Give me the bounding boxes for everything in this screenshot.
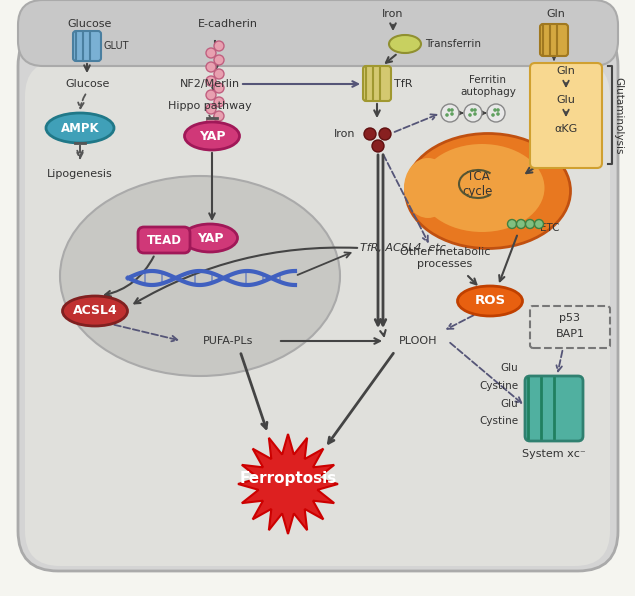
Text: E-cadherin: E-cadherin [198,19,258,29]
Circle shape [214,55,224,65]
Text: TfR: TfR [394,79,413,89]
Text: Iron: Iron [333,129,355,139]
FancyBboxPatch shape [363,66,391,101]
Circle shape [206,104,216,114]
Circle shape [516,219,526,228]
Circle shape [450,108,454,112]
Circle shape [493,108,497,112]
Ellipse shape [185,122,239,150]
Text: AMPK: AMPK [61,122,99,135]
Circle shape [473,112,477,116]
Text: YAP: YAP [197,231,224,244]
Text: Iron: Iron [382,9,404,19]
Circle shape [379,128,391,140]
Polygon shape [238,434,338,534]
Text: Glutaminolysis: Glutaminolysis [613,77,623,155]
Ellipse shape [420,144,544,232]
Circle shape [496,108,500,112]
FancyBboxPatch shape [530,63,602,168]
FancyBboxPatch shape [18,0,618,66]
Text: PLOOH: PLOOH [399,336,438,346]
Text: ETC: ETC [540,223,559,233]
Circle shape [206,118,216,128]
Text: Transferrin: Transferrin [425,39,481,49]
Circle shape [473,108,477,112]
Circle shape [491,113,495,117]
Text: Hippo pathway: Hippo pathway [168,101,252,111]
Circle shape [372,140,384,152]
Circle shape [441,104,459,122]
Circle shape [214,111,224,121]
Text: TfR, ACSL4, etc.: TfR, ACSL4, etc. [360,243,450,253]
Ellipse shape [404,158,452,218]
Text: p53: p53 [559,313,580,323]
Ellipse shape [389,35,421,53]
FancyBboxPatch shape [18,26,618,571]
Circle shape [464,104,482,122]
Circle shape [507,219,516,228]
Ellipse shape [60,176,340,376]
Text: NF2/Merlin: NF2/Merlin [180,79,240,89]
Text: Glu: Glu [500,363,518,373]
Circle shape [450,112,454,116]
Circle shape [526,219,535,228]
Text: Ferritin
autophagy: Ferritin autophagy [460,75,516,97]
FancyBboxPatch shape [73,31,101,61]
Circle shape [214,83,224,93]
Text: YAP: YAP [199,129,225,142]
Circle shape [447,108,451,112]
FancyBboxPatch shape [25,61,610,566]
Circle shape [487,104,505,122]
Circle shape [496,112,500,116]
Text: Glu: Glu [556,95,575,105]
FancyBboxPatch shape [138,227,190,253]
Circle shape [206,90,216,100]
Circle shape [206,48,216,58]
Text: Other metabolic
processes: Other metabolic processes [400,247,490,269]
Text: GLUT: GLUT [104,41,130,51]
Circle shape [214,41,224,51]
Text: αKG: αKG [554,124,578,134]
Text: Gln: Gln [556,66,575,76]
Ellipse shape [62,296,128,326]
Text: ACSL4: ACSL4 [72,305,117,318]
Text: ROS: ROS [474,294,505,308]
Circle shape [214,97,224,107]
Circle shape [206,62,216,72]
Text: BAP1: BAP1 [556,329,584,339]
Circle shape [206,76,216,86]
FancyBboxPatch shape [525,376,583,441]
Text: Cystine: Cystine [479,381,518,391]
Ellipse shape [406,134,570,249]
Text: TCA
cycle: TCA cycle [463,170,493,198]
Text: Ferroptosis: Ferroptosis [239,471,337,486]
Text: Lipogenesis: Lipogenesis [47,169,113,179]
Circle shape [535,219,544,228]
Circle shape [214,69,224,79]
Text: Cystine: Cystine [479,416,518,426]
Circle shape [468,113,472,117]
Text: System xᴄ⁻: System xᴄ⁻ [522,449,586,459]
Text: TEAD: TEAD [147,234,182,247]
Ellipse shape [457,286,523,316]
Circle shape [364,128,376,140]
Ellipse shape [182,224,237,252]
Circle shape [445,113,449,117]
Text: Glucose: Glucose [68,19,112,29]
Text: Glucose: Glucose [66,79,110,89]
Text: Gln: Gln [547,9,565,19]
FancyBboxPatch shape [540,24,568,56]
Circle shape [470,108,474,112]
Text: Glu: Glu [500,399,518,409]
Text: PUFA-PLs: PUFA-PLs [203,336,253,346]
Ellipse shape [46,113,114,143]
